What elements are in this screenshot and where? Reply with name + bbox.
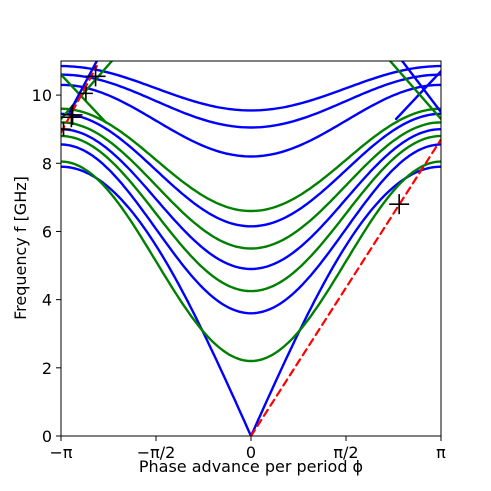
- intersection-marker: [78, 86, 93, 101]
- light-line-series: [249, 138, 441, 436]
- light-line-series: [61, 65, 98, 134]
- y-tick-label: 8: [42, 154, 52, 173]
- axis-ticks: −π −π/2 0 π/2 π 0 2 4 6 8 10: [32, 86, 447, 462]
- y-tick-label: 4: [42, 291, 52, 310]
- y-tick-label: 10: [32, 86, 52, 105]
- dispersion-band-line: [61, 107, 441, 213]
- y-tick-label: 2: [42, 359, 52, 378]
- intersection-marker: [85, 66, 106, 87]
- dispersion-band-line: [61, 112, 441, 228]
- plot-area: [61, 61, 441, 436]
- intersection-marker: [61, 122, 71, 137]
- dispersion-band-line: [61, 143, 441, 315]
- intersection-marker: [62, 104, 83, 125]
- dispersion-band-line: [61, 73, 441, 129]
- dispersion-band-line: [61, 165, 441, 436]
- dispersion-band-line: [61, 73, 108, 124]
- dispersion-band-line: [388, 61, 441, 121]
- x-tick-label: 0: [246, 443, 256, 462]
- dispersion-band-line: [401, 61, 441, 114]
- dispersion-band-line: [61, 134, 441, 293]
- y-axis-label: Frequency f [GHz]: [11, 176, 30, 320]
- dispersion-band-line: [61, 64, 441, 112]
- x-tick-label: π: [436, 443, 446, 462]
- x-axis-label: Phase advance per period ϕ: [139, 457, 363, 476]
- intersection-marker: [61, 107, 82, 128]
- dispersion-band-line: [61, 83, 441, 158]
- dispersion-band-line: [61, 160, 441, 363]
- x-tick-label: π/2: [333, 443, 358, 462]
- dispersion-band-line: [61, 127, 441, 271]
- intersection-marker: [389, 194, 410, 215]
- dispersion-band-line: [61, 121, 441, 250]
- x-tick-label: −π/2: [137, 443, 176, 462]
- x-tick-label: −π: [49, 443, 72, 462]
- y-tick-label: 6: [42, 222, 52, 241]
- dispersion-band-line: [68, 61, 98, 114]
- y-tick-label: 0: [42, 427, 52, 446]
